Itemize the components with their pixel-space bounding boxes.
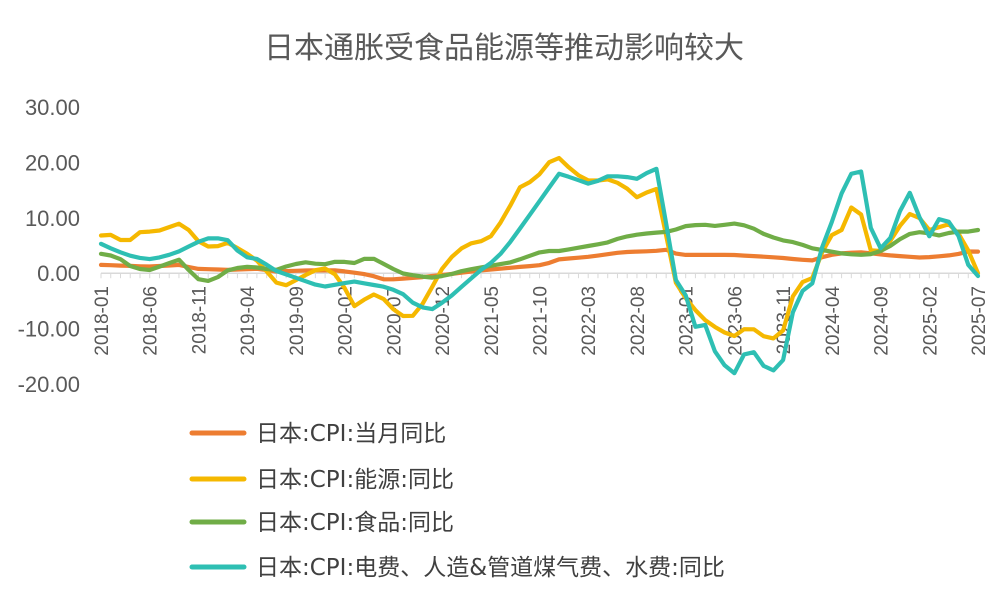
x-tick-label: 2022-03 (579, 286, 600, 356)
y-axis-ticks: 30.00 20.00 10.00 0.00 -10.00 -20.00 (18, 95, 80, 397)
legend-label-3: 日本:CPI:电费、人造&管道煤气费、水费:同比 (256, 555, 725, 581)
x-tick-label: 2021-05 (482, 286, 503, 356)
series-line-0 (98, 247, 981, 282)
x-tick-label: 2019-04 (238, 286, 259, 356)
legend-label-2: 日本:CPI:食品:同比 (256, 510, 454, 536)
legend-label-0: 日本:CPI:当月同比 (256, 421, 446, 447)
x-tick-label: 2024-04 (823, 286, 844, 356)
x-tick-label: 2022-08 (628, 286, 649, 356)
y-tick-label: -20.00 (18, 372, 80, 397)
x-tick-label: 2018-11 (189, 286, 210, 354)
x-tick-label: 2021-10 (531, 286, 552, 356)
x-tick-label: 2025-07 (969, 286, 990, 356)
series-line-1 (98, 155, 981, 341)
x-tick-label: 2020-07 (384, 286, 405, 356)
y-tick-label: 20.00 (25, 150, 80, 175)
y-tick-label: 0.00 (37, 261, 80, 286)
x-tick-label: 2020-02 (336, 286, 357, 356)
series-line-3 (98, 166, 981, 376)
x-tick-label: 2024-09 (872, 286, 893, 356)
y-tick-label: -10.00 (18, 317, 80, 342)
x-tick-label: 2019-09 (287, 286, 308, 356)
x-axis: 2018-01 2018-06 2018-11 2019-04 2019-09 2020-… (92, 272, 990, 356)
x-tick-label: 2023-06 (725, 286, 746, 356)
x-tick-label: 2025-02 (920, 286, 941, 356)
y-tick-label: 10.00 (25, 206, 80, 231)
y-tick-label: 30.00 (25, 95, 80, 120)
legend: 日本:CPI:当月同比日本:CPI:能源:同比日本:CPI:食品:同比日本:CP… (189, 421, 725, 581)
series-line-2 (98, 221, 981, 283)
x-tick-label: 2018-06 (141, 286, 162, 356)
x-tick-label: 2018-01 (92, 286, 113, 356)
series-lines (98, 155, 981, 376)
chart-title: 日本通胀受食品能源等推动影响较大 (264, 31, 744, 66)
legend-label-1: 日本:CPI:能源:同比 (256, 467, 454, 493)
